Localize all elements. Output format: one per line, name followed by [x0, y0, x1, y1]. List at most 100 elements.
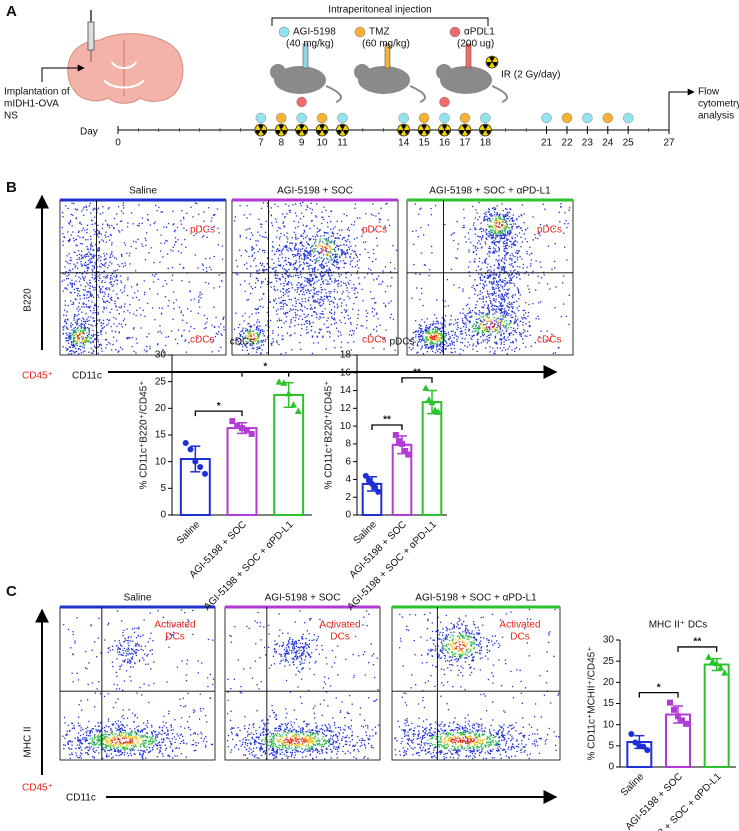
event-dot [69, 282, 71, 284]
event-dot [314, 301, 316, 303]
event-dot [494, 238, 497, 240]
event-dot [354, 287, 356, 289]
legend-label: AGI-5198 [293, 27, 336, 38]
event-dot [508, 301, 511, 303]
event-dot [183, 227, 185, 229]
event-dot [431, 338, 433, 340]
event-dot [503, 254, 506, 257]
event-dot [410, 343, 413, 345]
event-dot [501, 320, 503, 323]
event-dot [137, 290, 139, 292]
event-dot [372, 214, 374, 216]
event-dot [290, 275, 292, 278]
event-dot [279, 279, 281, 281]
event-dot [255, 351, 258, 353]
event-dot [326, 250, 328, 253]
event-dot [88, 255, 90, 257]
event-dot [378, 283, 380, 285]
event-dot [105, 287, 108, 289]
event-dot [323, 234, 325, 237]
event-dot [310, 253, 312, 255]
event-dot [344, 253, 346, 255]
event-dot [116, 675, 118, 678]
event-dot [303, 252, 306, 255]
event-dot [89, 336, 91, 339]
event-dot [440, 343, 442, 345]
event-dot [508, 211, 511, 214]
event-dot [161, 211, 163, 213]
event-dot [474, 217, 477, 219]
event-dot [171, 749, 174, 751]
event-dot [475, 321, 477, 323]
event-dot [123, 287, 126, 289]
event-dot [427, 346, 429, 348]
event-dot [529, 334, 531, 337]
event-dot [109, 745, 112, 747]
event-dot [498, 234, 501, 237]
event-dot [502, 298, 504, 300]
event-dot [258, 269, 261, 271]
event-dot [432, 344, 434, 346]
event-dot [502, 241, 505, 243]
event-dot [273, 285, 275, 288]
event-dot [180, 312, 182, 314]
event-dot [302, 224, 305, 226]
event-dot [468, 251, 470, 253]
event-dot [371, 260, 374, 263]
event-dot [71, 268, 74, 270]
event-dot [74, 326, 76, 328]
event-dot [77, 732, 80, 734]
event-dot [437, 320, 439, 322]
event-dot [340, 273, 342, 276]
event-dot [194, 710, 196, 712]
event-dot [341, 251, 343, 253]
event-dot [61, 280, 63, 283]
event-dot [420, 252, 423, 254]
event-dot [251, 342, 253, 344]
event-dot [91, 352, 93, 354]
event-dot [81, 743, 84, 745]
event-dot [127, 222, 129, 224]
event-dot [299, 308, 302, 311]
event-dot [520, 334, 522, 336]
event-dot [323, 238, 326, 240]
event-dot [354, 253, 357, 255]
event-dot [451, 340, 453, 342]
event-dot [208, 266, 211, 269]
event-dot [157, 343, 159, 345]
event-dot [499, 233, 501, 235]
event-dot [486, 314, 488, 316]
panel-label: B [6, 179, 17, 196]
event-dot [490, 220, 492, 223]
event-dot [65, 347, 67, 349]
event-dot [153, 261, 155, 264]
event-dot [120, 323, 123, 325]
event-dot [524, 335, 526, 337]
event-dot [101, 298, 104, 300]
event-dot [321, 336, 324, 339]
ir-blade [486, 62, 492, 67]
event-dot [180, 223, 183, 225]
event-dot [250, 265, 252, 267]
event-dot [288, 205, 290, 207]
event-dot [498, 229, 500, 232]
event-dot [334, 253, 337, 255]
event-dot [119, 289, 122, 291]
event-dot [504, 266, 506, 268]
event-dot [327, 317, 329, 319]
event-dot [508, 263, 511, 266]
event-dot [342, 291, 344, 293]
event-dot [335, 260, 337, 262]
event-dot [283, 225, 285, 227]
event-dot [376, 245, 378, 247]
event-dot [274, 298, 277, 300]
event-dot [90, 261, 92, 263]
event-dot [460, 341, 462, 344]
event-dot [109, 740, 112, 742]
event-dot [64, 320, 66, 322]
event-dot [494, 305, 496, 307]
event-dot [429, 336, 432, 339]
event-dot [295, 261, 297, 264]
event-dot [487, 253, 489, 255]
event-dot [383, 302, 385, 304]
